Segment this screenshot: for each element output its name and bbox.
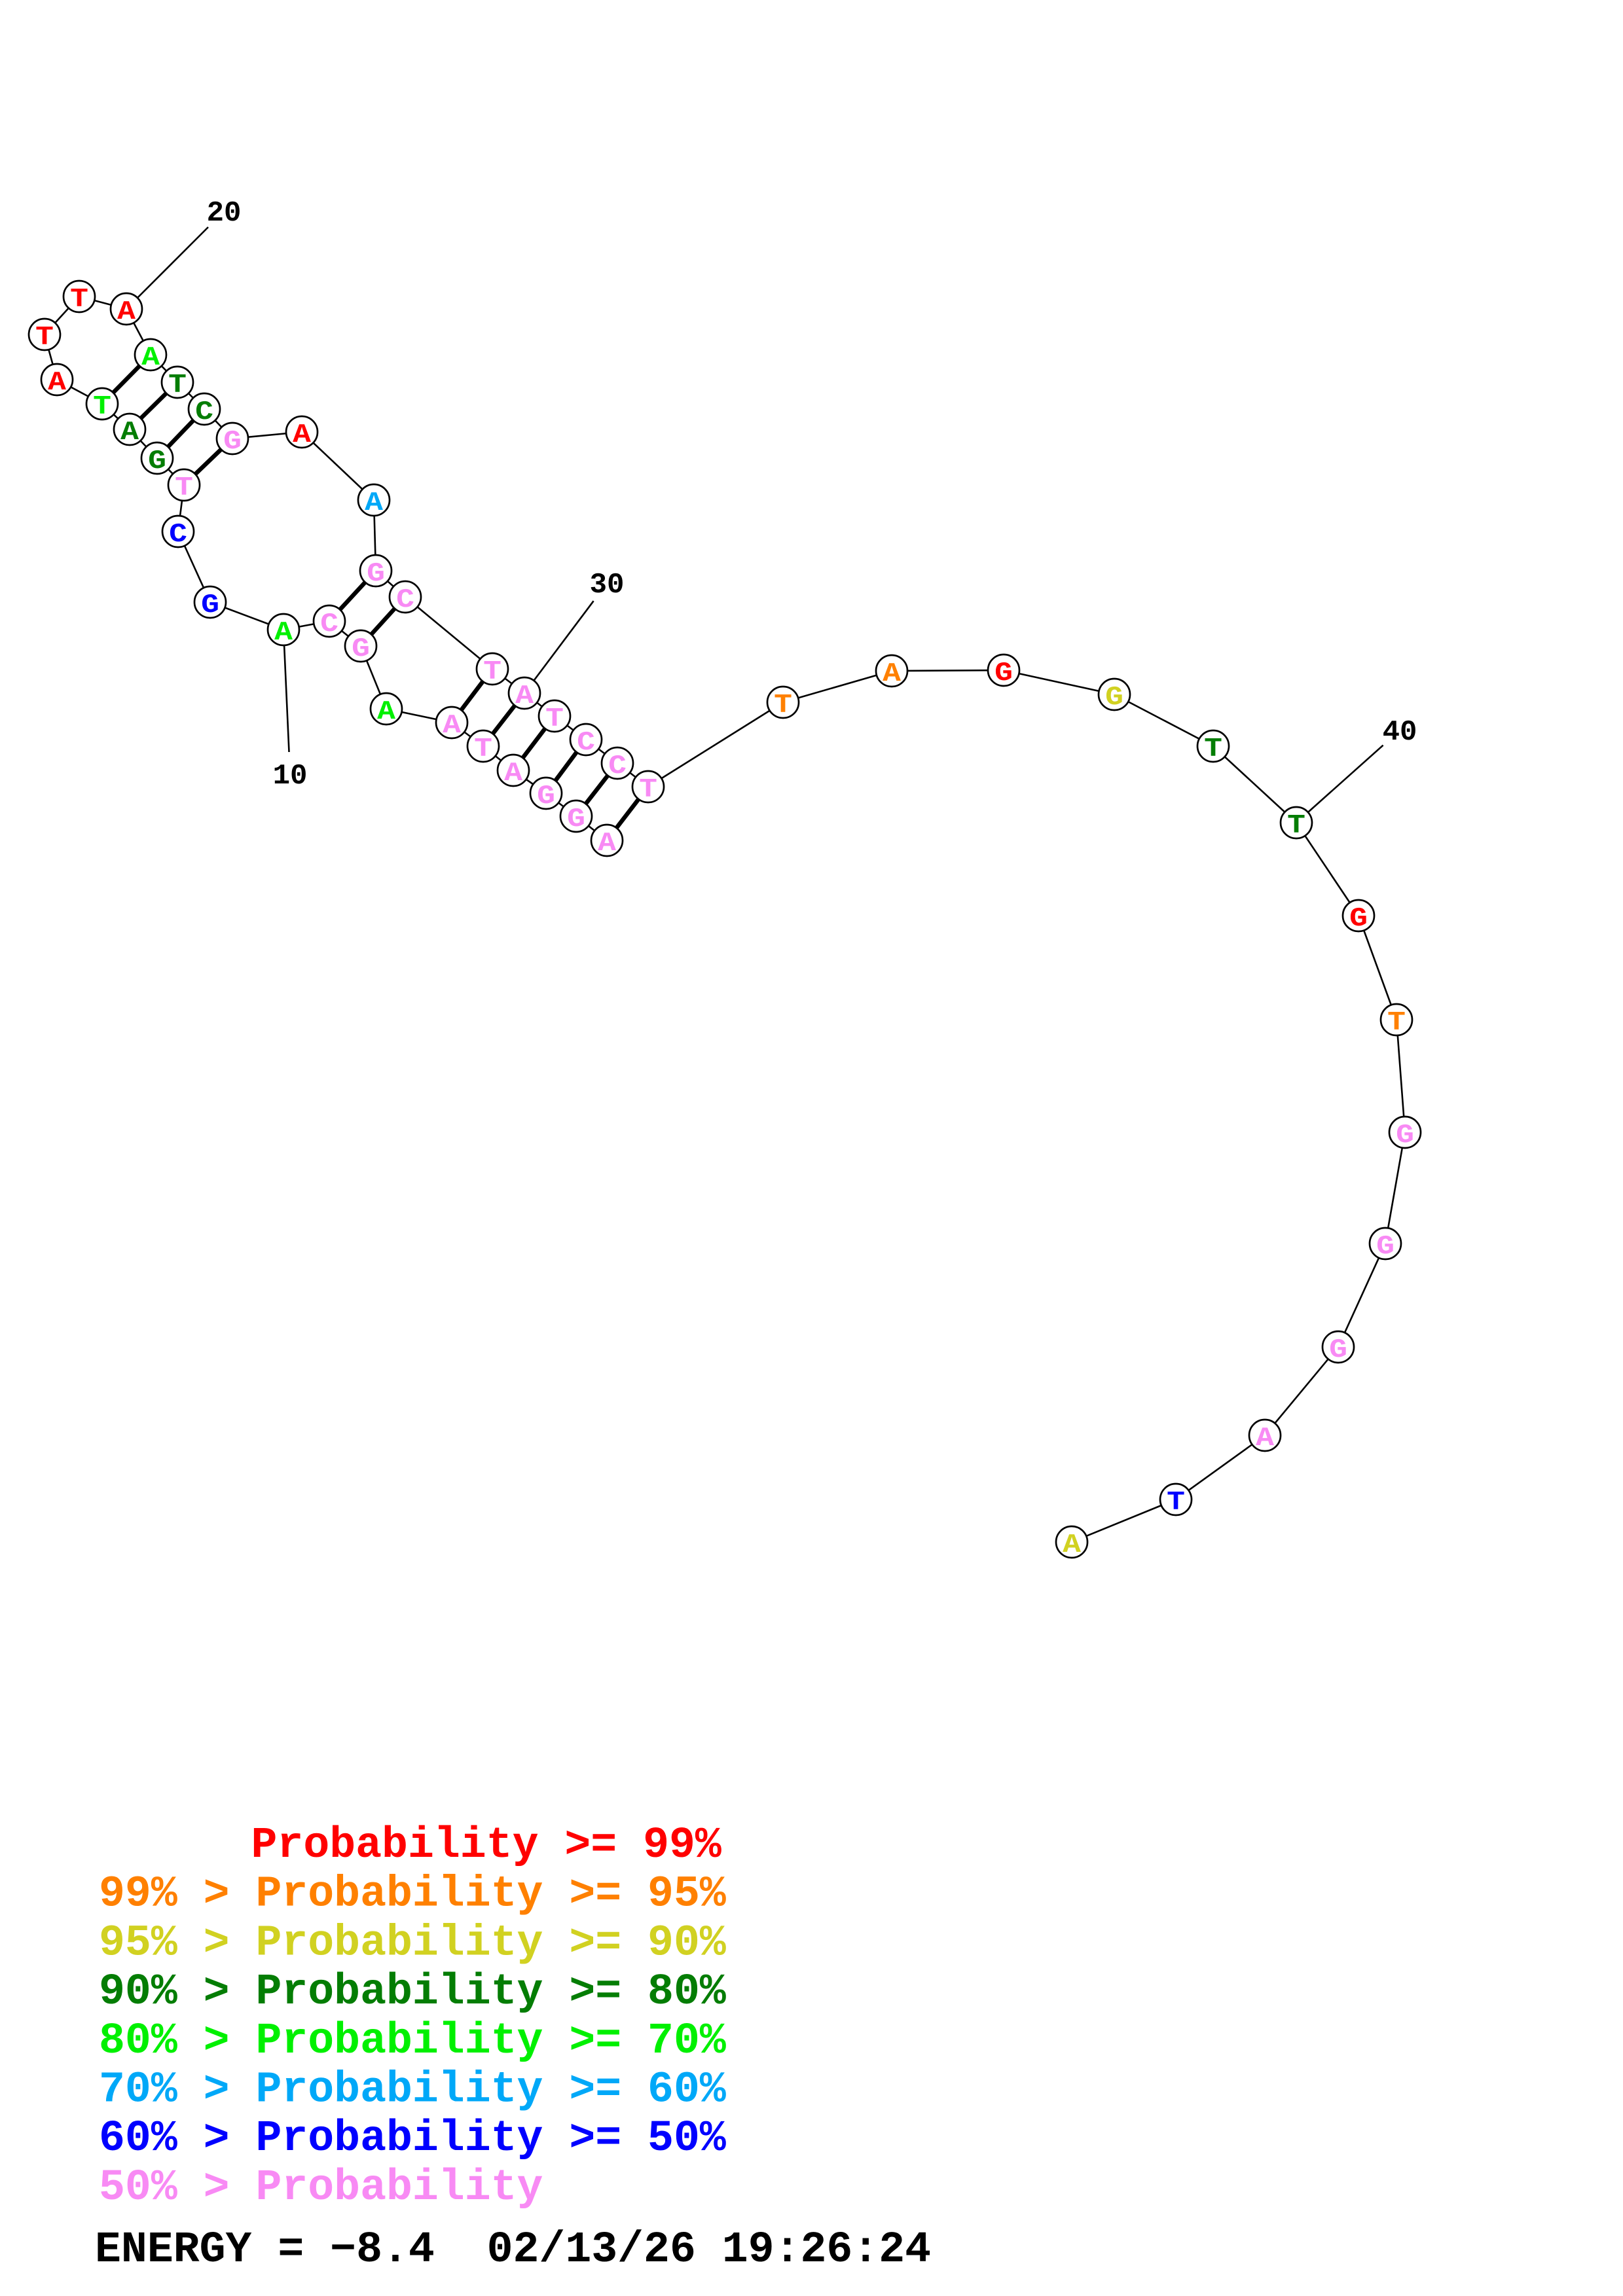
svg-text:G: G xyxy=(1329,1335,1347,1365)
svg-text:C: C xyxy=(169,520,187,550)
svg-text:T: T xyxy=(474,734,492,764)
svg-text:C: C xyxy=(577,728,595,758)
svg-text:A: A xyxy=(377,697,396,727)
svg-text:30: 30 xyxy=(590,569,625,601)
svg-text:C: C xyxy=(608,751,627,781)
svg-text:G: G xyxy=(994,658,1013,689)
svg-text:G: G xyxy=(1396,1121,1414,1151)
svg-text:10: 10 xyxy=(273,760,308,793)
svg-text:G: G xyxy=(537,781,555,812)
svg-text:A: A xyxy=(443,711,462,741)
svg-text:A: A xyxy=(293,420,312,450)
svg-text:A: A xyxy=(120,418,139,448)
svg-text:A: A xyxy=(515,681,534,711)
svg-text:90% > Probability >= 80%: 90% > Probability >= 80% xyxy=(99,1967,726,2017)
svg-text:60% > Probability >= 50%: 60% > Probability >= 50% xyxy=(99,2114,726,2163)
svg-text:A: A xyxy=(141,343,160,373)
svg-text:T: T xyxy=(639,775,657,805)
svg-text:G: G xyxy=(1376,1232,1395,1262)
svg-text:A: A xyxy=(48,368,67,398)
svg-text:Probability >= 99%: Probability >= 99% xyxy=(251,1821,721,1870)
svg-text:A: A xyxy=(1063,1530,1082,1560)
svg-text:80% > Probability >= 70%: 80% > Probability >= 70% xyxy=(99,2017,726,2066)
svg-text:C: C xyxy=(195,397,213,427)
svg-text:T: T xyxy=(545,704,564,734)
svg-text:G: G xyxy=(1349,904,1368,934)
svg-text:A: A xyxy=(504,759,523,789)
svg-text:A: A xyxy=(1256,1424,1275,1454)
svg-text:T: T xyxy=(70,285,88,315)
svg-text:G: G xyxy=(148,446,166,476)
svg-text:A: A xyxy=(883,659,902,689)
svg-text:G: G xyxy=(201,590,219,620)
svg-text:C: C xyxy=(320,609,338,639)
svg-text:95% > Probability >= 90%: 95% > Probability >= 90% xyxy=(99,1918,726,1967)
svg-text:C: C xyxy=(396,585,414,615)
svg-text:T: T xyxy=(35,323,54,353)
svg-text:ENERGY = −8.4 02/13/26 19:26:: ENERGY = −8.4 02/13/26 19:26:24 xyxy=(95,2225,931,2274)
svg-text:A: A xyxy=(598,829,617,859)
svg-text:70% > Probability >= 60%: 70% > Probability >= 60% xyxy=(99,2066,726,2115)
svg-text:T: T xyxy=(1387,1008,1406,1038)
svg-text:G: G xyxy=(1105,683,1123,713)
svg-text:T: T xyxy=(774,691,792,721)
svg-text:T: T xyxy=(483,657,501,687)
svg-text:T: T xyxy=(1167,1488,1185,1518)
svg-text:T: T xyxy=(175,473,193,503)
svg-text:A: A xyxy=(117,297,136,327)
svg-text:50% > Probability: 50% > Probability xyxy=(99,2163,543,2212)
svg-text:40: 40 xyxy=(1383,716,1417,749)
svg-text:T: T xyxy=(93,392,111,422)
svg-text:T: T xyxy=(1287,811,1305,841)
svg-text:T: T xyxy=(168,370,187,401)
svg-text:G: G xyxy=(567,804,585,834)
svg-text:A: A xyxy=(274,618,293,648)
svg-text:A: A xyxy=(365,488,384,518)
svg-text:20: 20 xyxy=(207,197,242,230)
svg-text:G: G xyxy=(367,559,385,589)
svg-text:G: G xyxy=(352,634,370,664)
svg-text:T: T xyxy=(1204,734,1222,764)
svg-text:99% > Probability >= 95%: 99% > Probability >= 95% xyxy=(99,1870,726,1919)
svg-text:G: G xyxy=(223,427,242,457)
